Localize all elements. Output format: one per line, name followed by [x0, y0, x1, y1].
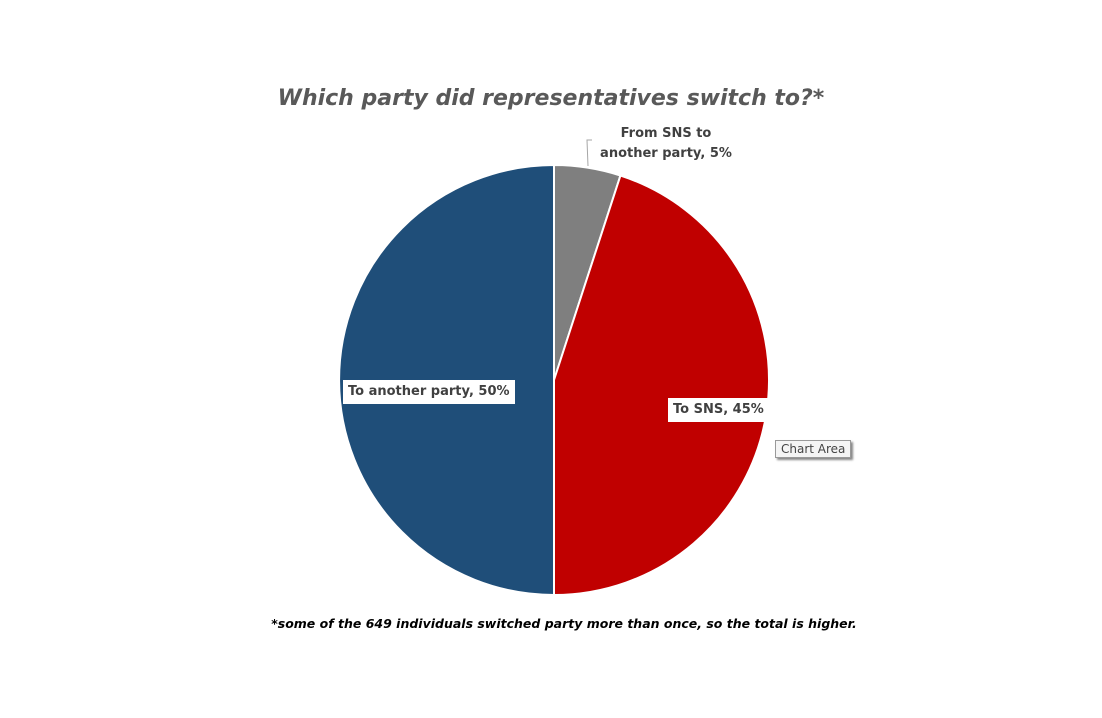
footnote: *some of the 649 individuals switched pa…: [271, 616, 857, 631]
data-label: From SNS to another party, 5%: [600, 126, 732, 161]
chart-title: Which party did representatives switch t…: [277, 86, 825, 111]
data-label: To another party, 50%: [343, 380, 515, 404]
tooltip: Chart Area: [775, 440, 852, 458]
leader-line: [586, 139, 592, 167]
data-label: To SNS, 45%: [668, 398, 769, 422]
